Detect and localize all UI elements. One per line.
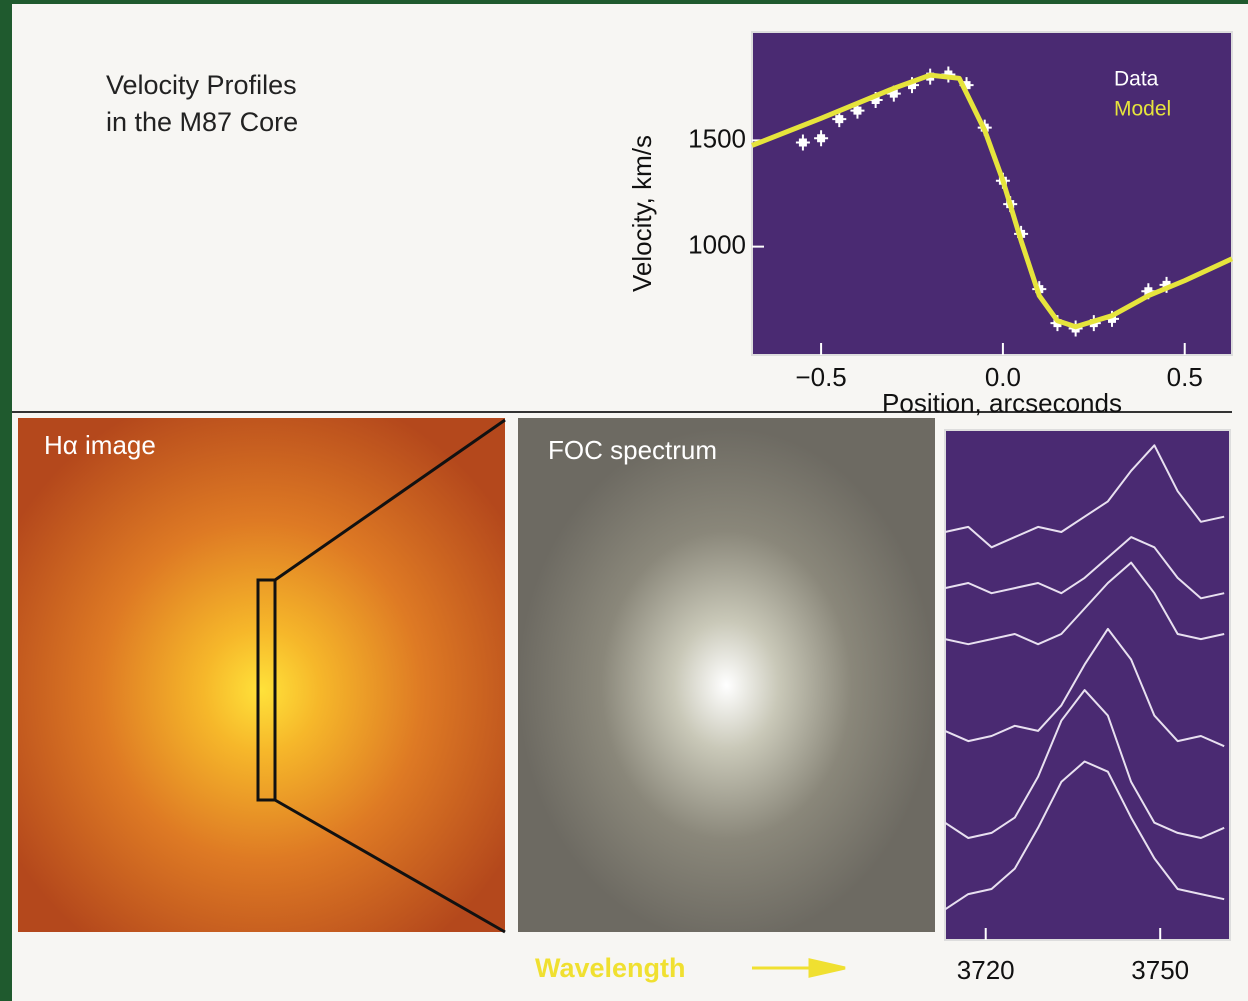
y-tick-label: 1000 — [688, 230, 746, 260]
legend-entry: Model — [1114, 98, 1171, 121]
panel-label: FOC spectrum — [548, 435, 717, 465]
legend-entry: Data — [1114, 68, 1159, 91]
x-tick-label: 0.5 — [1167, 362, 1203, 392]
title-line: in the M87 Core — [106, 107, 298, 137]
foc-image — [518, 418, 935, 932]
title-line: Velocity Profiles — [106, 70, 297, 100]
y-axis-label: Velocity, km/s — [627, 135, 657, 292]
x-axis-label: Position, arcseconds — [882, 388, 1122, 418]
x-tick-label: 3720 — [957, 955, 1015, 985]
ha-image — [18, 418, 505, 932]
plot-area — [752, 32, 1232, 355]
figure: Velocity Profiles in the M87 Core Hα ima… — [0, 0, 1248, 1001]
plot-area — [945, 430, 1230, 940]
panel-label: Hα image — [44, 430, 156, 460]
x-tick-label: −0.5 — [795, 362, 846, 392]
y-tick-label: 1500 — [688, 123, 746, 153]
x-tick-label: 3750 — [1131, 955, 1189, 985]
wavelength-label: Wavelength — [535, 953, 686, 983]
